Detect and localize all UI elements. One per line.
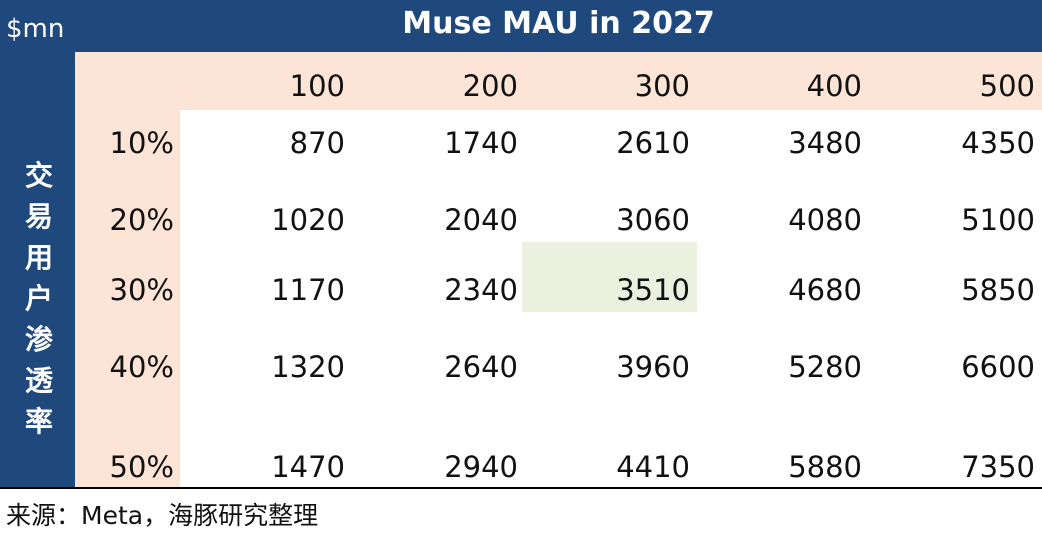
cell-value: 3060 (616, 203, 690, 237)
cell-value: 2340 (444, 273, 518, 307)
cell-value: 2040 (444, 203, 518, 237)
cell-value: 2610 (616, 126, 690, 160)
column-header: 300 (634, 69, 690, 103)
cell-value: 5280 (788, 350, 862, 384)
cell-value: 4410 (616, 450, 690, 484)
cell-value: 3960 (616, 350, 690, 384)
bottom-rule (0, 487, 1042, 489)
cell-value: 1740 (444, 126, 518, 160)
column-header: 500 (979, 69, 1035, 103)
column-header-band (75, 52, 1042, 110)
cell-value: 1020 (271, 203, 345, 237)
row-label: 30% (109, 273, 174, 307)
cell-value: 5880 (788, 450, 862, 484)
cell-value: 5850 (961, 273, 1035, 307)
cell-value: 2640 (444, 350, 518, 384)
row-label: 40% (109, 350, 174, 384)
cell-value: 2940 (444, 450, 518, 484)
row-header: 交易用户渗透率 (24, 159, 53, 438)
cell-value: 6600 (961, 350, 1035, 384)
row-label: 20% (109, 203, 174, 237)
title: Muse MAU in 2027 (402, 6, 715, 41)
cell-value: 3510 (616, 273, 690, 307)
top-band (75, 0, 1042, 52)
cell-value: 7350 (961, 450, 1035, 484)
left-band (0, 0, 75, 488)
cell-value: 4350 (961, 126, 1035, 160)
column-header: 100 (289, 69, 345, 103)
column-header: 200 (462, 69, 518, 103)
cell-value: 1320 (271, 350, 345, 384)
column-header: 400 (806, 69, 862, 103)
source: 来源：Meta，海豚研究整理 (6, 501, 319, 530)
cell-value: 4080 (788, 203, 862, 237)
cell-value: 3480 (788, 126, 862, 160)
cell-value: 5100 (961, 203, 1035, 237)
row-label: 10% (109, 126, 174, 160)
cell-value: 4680 (788, 273, 862, 307)
row-label: 50% (109, 450, 174, 484)
cell-value: 1470 (271, 450, 345, 484)
unit: $mn (6, 14, 65, 44)
highlight-cell (522, 242, 697, 312)
cell-value: 1170 (271, 273, 345, 307)
cell-value: 870 (289, 126, 345, 160)
row-header-band (75, 110, 180, 488)
